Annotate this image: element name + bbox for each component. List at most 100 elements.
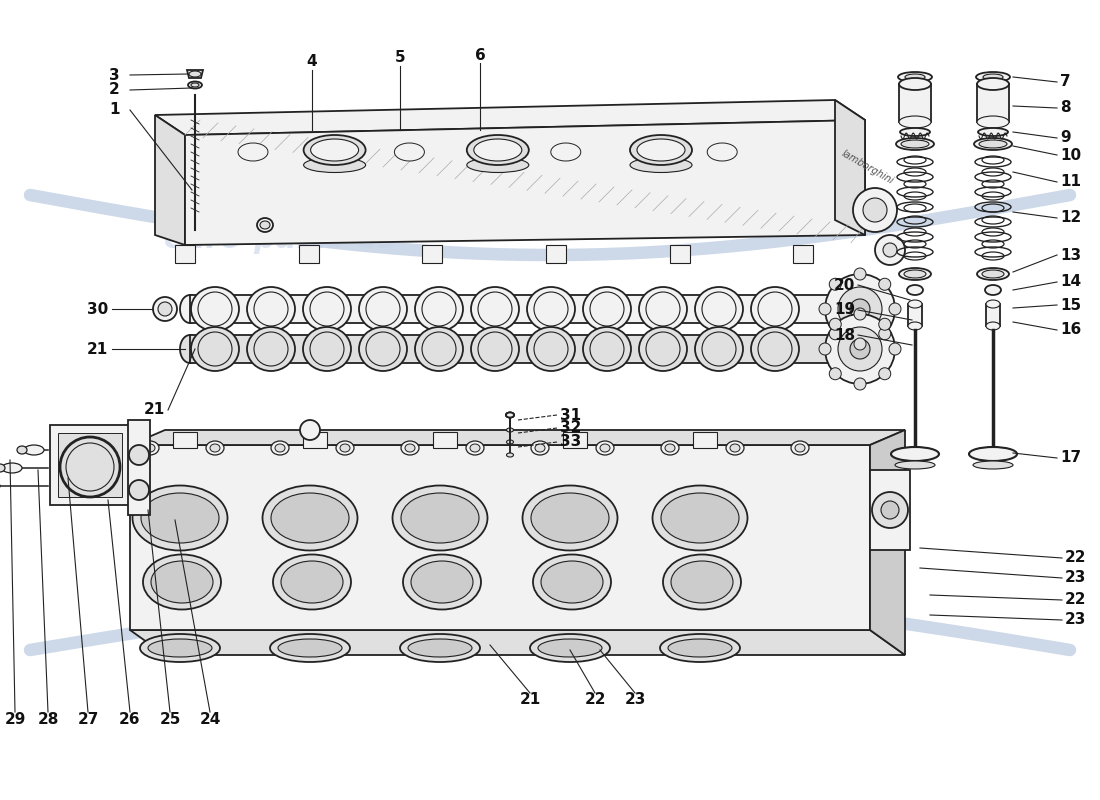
Ellipse shape <box>531 441 549 455</box>
Polygon shape <box>670 245 690 263</box>
Ellipse shape <box>668 639 732 657</box>
Circle shape <box>829 368 842 380</box>
Circle shape <box>864 198 887 222</box>
Ellipse shape <box>263 486 358 550</box>
Ellipse shape <box>551 143 581 161</box>
Ellipse shape <box>271 441 289 455</box>
Polygon shape <box>130 430 905 445</box>
Circle shape <box>881 501 899 519</box>
Text: 7: 7 <box>1060 74 1070 90</box>
Text: 16: 16 <box>1060 322 1081 338</box>
Circle shape <box>838 327 882 371</box>
Text: 19: 19 <box>834 302 855 318</box>
Circle shape <box>854 338 866 350</box>
Ellipse shape <box>534 332 568 366</box>
Ellipse shape <box>639 287 688 331</box>
Circle shape <box>850 299 870 319</box>
Ellipse shape <box>908 285 923 295</box>
Text: 31: 31 <box>560 407 581 422</box>
Text: 3: 3 <box>109 67 120 82</box>
Ellipse shape <box>702 292 736 326</box>
Ellipse shape <box>896 138 934 150</box>
Ellipse shape <box>273 554 351 610</box>
Circle shape <box>820 303 830 315</box>
Ellipse shape <box>271 493 349 543</box>
Bar <box>302 432 327 448</box>
Ellipse shape <box>403 554 481 610</box>
Ellipse shape <box>411 561 473 603</box>
Ellipse shape <box>180 335 200 363</box>
Ellipse shape <box>839 335 861 363</box>
Text: 12: 12 <box>1060 210 1081 226</box>
Ellipse shape <box>895 461 935 469</box>
Ellipse shape <box>637 139 685 161</box>
Ellipse shape <box>400 634 480 662</box>
Ellipse shape <box>304 135 365 165</box>
Ellipse shape <box>506 413 514 418</box>
Ellipse shape <box>639 327 688 371</box>
Ellipse shape <box>405 444 415 452</box>
Ellipse shape <box>908 300 922 308</box>
Text: 17: 17 <box>1060 450 1081 466</box>
Ellipse shape <box>660 634 740 662</box>
Ellipse shape <box>905 74 925 80</box>
Circle shape <box>889 343 901 355</box>
Ellipse shape <box>336 441 354 455</box>
Ellipse shape <box>402 441 419 455</box>
Ellipse shape <box>535 444 544 452</box>
Ellipse shape <box>600 444 610 452</box>
Ellipse shape <box>977 78 1009 90</box>
Bar <box>986 304 1000 326</box>
Ellipse shape <box>143 554 221 610</box>
Ellipse shape <box>302 327 351 371</box>
Text: 14: 14 <box>1060 274 1081 290</box>
Bar <box>433 432 456 448</box>
Ellipse shape <box>359 287 407 331</box>
Ellipse shape <box>24 445 44 455</box>
Text: 11: 11 <box>1060 174 1081 190</box>
Bar <box>693 432 717 448</box>
Bar <box>173 432 197 448</box>
Ellipse shape <box>16 446 28 454</box>
Circle shape <box>829 318 842 330</box>
Polygon shape <box>870 430 905 655</box>
Ellipse shape <box>976 72 1010 82</box>
Circle shape <box>158 302 172 316</box>
Ellipse shape <box>590 332 624 366</box>
Ellipse shape <box>983 74 1003 80</box>
Polygon shape <box>187 70 204 78</box>
Ellipse shape <box>141 493 219 543</box>
Ellipse shape <box>730 444 740 452</box>
Text: 26: 26 <box>119 713 141 727</box>
Polygon shape <box>130 445 870 630</box>
Bar <box>190 295 845 323</box>
Text: 23: 23 <box>625 693 646 707</box>
Ellipse shape <box>899 116 931 128</box>
Circle shape <box>883 243 896 257</box>
Text: 5: 5 <box>395 50 405 66</box>
Circle shape <box>852 188 896 232</box>
Ellipse shape <box>707 143 737 161</box>
Ellipse shape <box>188 82 202 89</box>
Ellipse shape <box>695 327 743 371</box>
Ellipse shape <box>791 441 808 455</box>
Ellipse shape <box>340 444 350 452</box>
Ellipse shape <box>646 292 680 326</box>
Ellipse shape <box>758 332 792 366</box>
Text: 21: 21 <box>144 402 165 418</box>
Ellipse shape <box>140 634 220 662</box>
Ellipse shape <box>506 453 514 457</box>
Circle shape <box>153 297 177 321</box>
Ellipse shape <box>596 441 614 455</box>
Ellipse shape <box>275 444 285 452</box>
Ellipse shape <box>695 287 743 331</box>
Circle shape <box>820 343 830 355</box>
Text: 4: 4 <box>307 54 317 70</box>
Ellipse shape <box>278 639 342 657</box>
Ellipse shape <box>908 322 922 330</box>
Ellipse shape <box>904 270 926 278</box>
Text: 32: 32 <box>560 421 582 435</box>
Text: 10: 10 <box>1060 147 1081 162</box>
Polygon shape <box>185 120 865 245</box>
Ellipse shape <box>254 292 288 326</box>
